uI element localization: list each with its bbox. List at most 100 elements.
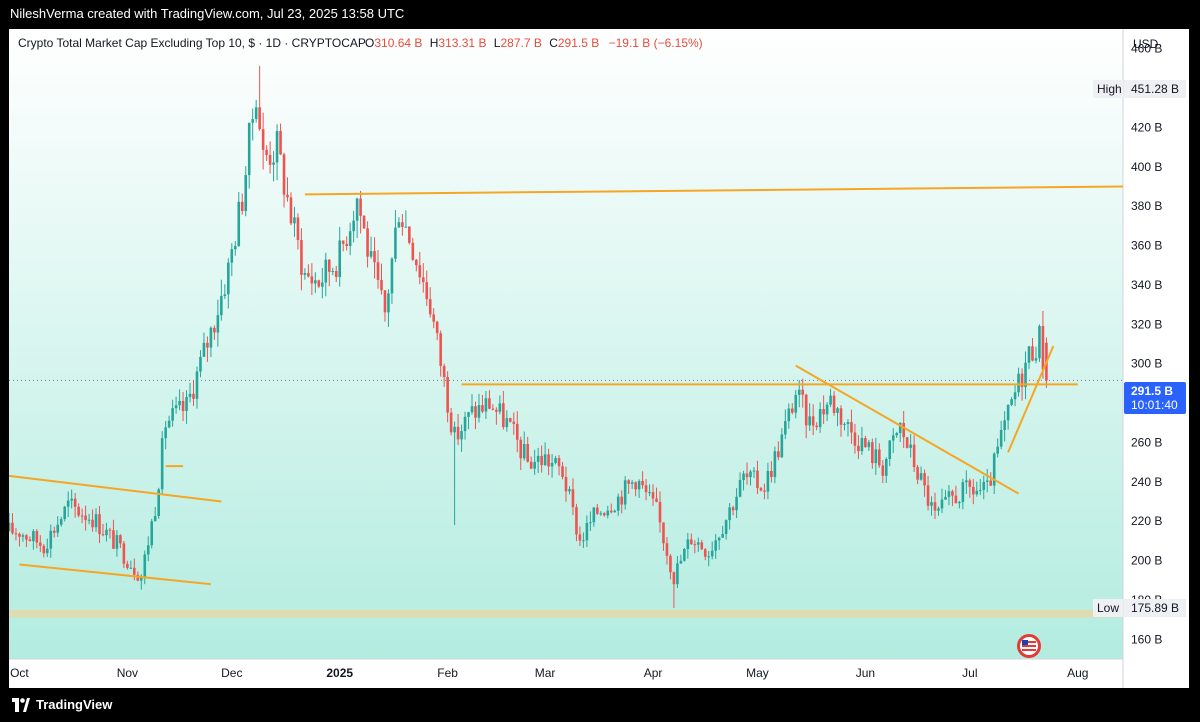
candle [818, 402, 822, 433]
time-tick-label: Jul [962, 666, 977, 680]
time-tick-label: Mar [535, 666, 556, 680]
candle [432, 308, 436, 329]
candle-body [919, 473, 923, 480]
candle [25, 534, 28, 548]
candle-body [369, 251, 373, 257]
candle [310, 263, 314, 296]
candle [874, 437, 878, 475]
candle [247, 122, 251, 189]
candle-body [592, 507, 596, 523]
candle-body [972, 486, 975, 495]
candle-body [178, 400, 181, 406]
candle-body [300, 239, 303, 275]
svg-text:O310.64 B H313.31 B: O310.64 B H313.31 B L287.7 B C291.5 B −1… [365, 36, 703, 50]
candle [94, 508, 98, 532]
candle-body [947, 491, 951, 497]
candle [73, 492, 77, 518]
candle [474, 401, 477, 430]
candle-body [623, 480, 627, 505]
candle-body [87, 519, 91, 521]
candle-body [571, 489, 575, 508]
footer-bar: TradingView [0, 690, 1200, 722]
candle [380, 263, 383, 295]
candle-body [568, 489, 571, 492]
candle-body [850, 422, 853, 433]
candle [439, 330, 442, 377]
candle [634, 481, 637, 497]
candle-body [230, 249, 234, 263]
candle-body [495, 409, 498, 412]
candle [289, 192, 293, 226]
candle [509, 417, 512, 423]
candle [435, 320, 439, 341]
candle-body [634, 482, 637, 490]
candle-body [738, 479, 742, 497]
candle [526, 436, 530, 463]
candle-body [905, 437, 909, 448]
candle [864, 435, 867, 448]
candle-body [91, 519, 94, 528]
candle [815, 422, 818, 431]
candle [394, 210, 397, 263]
candle [846, 419, 850, 437]
candle [220, 279, 223, 321]
candle-body [999, 429, 1003, 447]
legend-low-value: 287.7 B [500, 36, 541, 50]
candle-body [843, 424, 846, 426]
candle [679, 554, 683, 564]
candle-body [206, 342, 209, 348]
last-price-bg [1124, 382, 1186, 414]
candle-body [846, 422, 850, 425]
candle [742, 470, 745, 491]
candle [324, 252, 328, 297]
candle [442, 363, 446, 387]
candle-body [724, 520, 728, 534]
candle-body [522, 443, 526, 459]
candle [108, 527, 112, 539]
candle-body [101, 534, 105, 536]
candle-body [470, 406, 474, 413]
candle-body [223, 294, 227, 296]
candle-body [122, 543, 126, 564]
flag-icon[interactable] [1017, 634, 1041, 658]
candle-body [519, 439, 523, 459]
candle [989, 472, 993, 487]
candle-body [1034, 358, 1038, 361]
candle-body [9, 522, 11, 532]
candle [14, 528, 18, 541]
candle [1003, 411, 1006, 442]
candle [491, 404, 495, 411]
candle-body [1017, 373, 1020, 393]
candle-body [108, 529, 112, 531]
candle [66, 491, 70, 518]
candle [839, 405, 843, 437]
candle-body [286, 194, 289, 198]
candle-body [376, 262, 380, 280]
candle [522, 431, 526, 461]
candle-body [672, 572, 676, 585]
candle-body [421, 277, 425, 283]
candle [519, 436, 523, 471]
candle-body [561, 466, 564, 478]
candle [919, 466, 923, 481]
candle-body [763, 490, 766, 492]
candle-body [662, 522, 665, 544]
candle [498, 395, 502, 415]
candle-body [105, 529, 108, 536]
candle [321, 267, 324, 299]
candle-body [258, 107, 261, 130]
candle [192, 380, 195, 406]
legend-change: −19.1 B (−6.15%) [609, 36, 703, 50]
candle-body [630, 482, 634, 484]
price-tick-label: 160 B [1131, 632, 1162, 646]
currency-label[interactable]: USD [1133, 37, 1159, 51]
candle [45, 538, 49, 557]
candle-body [609, 510, 613, 513]
candle [644, 479, 648, 501]
tradingview-brand[interactable]: TradingView [12, 697, 112, 712]
candle [759, 486, 763, 492]
candle [669, 554, 672, 580]
candle [978, 478, 982, 496]
candle [717, 536, 721, 550]
